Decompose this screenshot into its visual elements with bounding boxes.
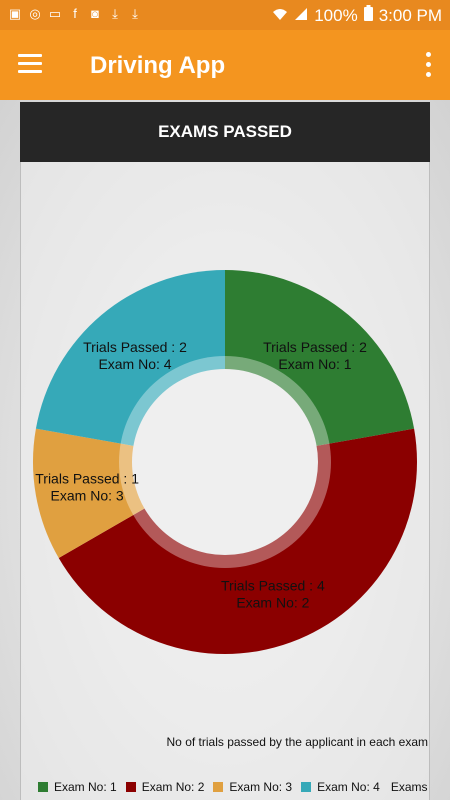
slice-label-1: Trials Passed : 2	[263, 339, 367, 355]
facebook-icon: f	[73, 6, 77, 21]
battery-text: 100%	[314, 5, 358, 25]
exams-passed-header: EXAMS PASSED	[20, 102, 430, 162]
sync-icon: ◎	[29, 6, 41, 21]
legend-swatch	[301, 782, 312, 792]
chart-legend: Exam No: 1 Exam No: 2 Exam No: 3 Exam No: 4…	[38, 780, 428, 794]
legend-item: Exam No: 1	[38, 780, 117, 794]
chart-description: No of trials passed by the applicant in …	[166, 735, 428, 749]
app-icon: ▭	[48, 6, 62, 21]
signal-icon	[294, 6, 308, 26]
slice-label-3: Trials Passed : 1	[35, 470, 139, 486]
legend-label: Exam No: 2	[141, 780, 205, 794]
slice-label-2: Exam No: 2	[236, 595, 309, 611]
legend-swatch	[38, 782, 48, 792]
donut-hole	[132, 369, 318, 555]
system-status: 100% 3:00 PM	[272, 5, 442, 26]
legend-label: Exam No: 3	[229, 780, 293, 794]
slice-label-1: Exam No: 1	[278, 356, 351, 372]
legend-label: Exam No: 4	[317, 780, 380, 794]
slice-label-3: Exam No: 3	[51, 487, 124, 503]
app-title: Driving App	[90, 52, 226, 79]
legend-item: Exam No: 3	[213, 780, 292, 794]
more-options-icon[interactable]	[424, 52, 432, 78]
wifi-icon	[272, 6, 288, 26]
card-title: EXAMS PASSED	[158, 122, 292, 141]
legend-swatch	[125, 782, 136, 792]
slice-label-4: Exam No: 4	[98, 356, 171, 372]
slice-label-2: Trials Passed : 4	[221, 578, 325, 594]
legend-item: Exam No: 4	[301, 780, 380, 794]
legend-label: Exam No: 1	[54, 780, 117, 794]
slice-label-4: Trials Passed : 2	[83, 339, 187, 355]
gallery-icon: ▣	[8, 6, 22, 21]
download-icon: ⤓	[132, 6, 138, 21]
clock: 3:00 PM	[378, 5, 442, 25]
download-icon: ⤓	[112, 6, 118, 21]
app-bar: Driving App	[0, 30, 450, 100]
instagram-icon: ◙	[91, 6, 99, 21]
legend-swatch	[213, 782, 224, 792]
battery-icon	[363, 5, 373, 26]
menu-icon[interactable]	[18, 54, 42, 74]
legend-item: Exam No: 2	[125, 780, 205, 794]
legend-title: Exams	[390, 780, 428, 794]
status-bar: ▣ ◎ ▭ f ◙ ⤓ ⤓ 100% 3:00 PM	[0, 0, 450, 30]
notification-icons: ▣ ◎ ▭ f ◙ ⤓ ⤓	[8, 6, 142, 22]
